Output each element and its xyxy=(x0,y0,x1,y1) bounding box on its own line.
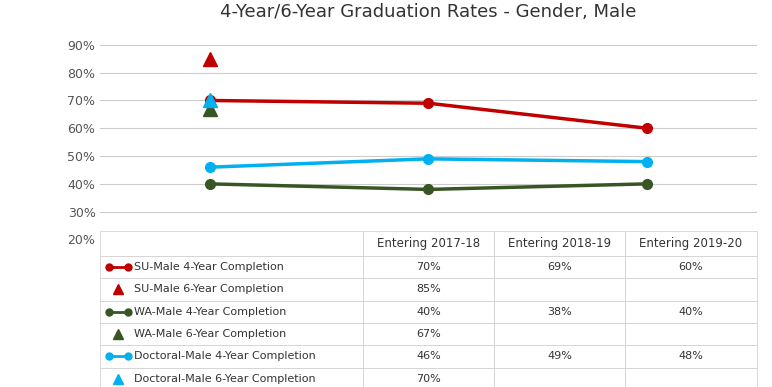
Title: 4-Year/6-Year Graduation Rates - Gender, Male: 4-Year/6-Year Graduation Rates - Gender,… xyxy=(220,3,637,21)
